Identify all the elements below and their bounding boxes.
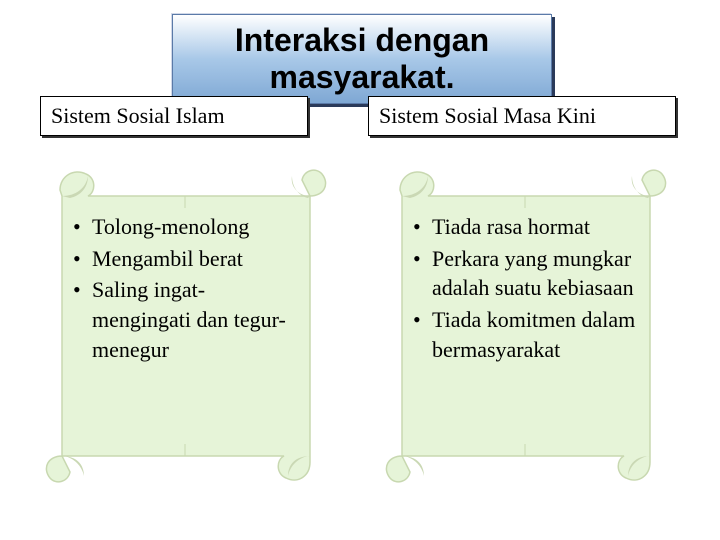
scroll-left-list: Tolong-menolong Mengambil berat Saling i… <box>72 212 297 364</box>
subtitle-right-text: Sistem Sosial Masa Kini <box>379 103 596 129</box>
scroll-left: Tolong-menolong Mengambil berat Saling i… <box>30 162 340 502</box>
list-item: Tiada rasa hormat <box>412 212 637 242</box>
list-item: Perkara yang mungkar adalah suatu kebias… <box>412 244 637 303</box>
list-item: Tolong-menolong <box>72 212 297 242</box>
scroll-right: Tiada rasa hormat Perkara yang mungkar a… <box>370 162 680 502</box>
list-item: Saling ingat-mengingati dan tegur-menegu… <box>72 275 297 364</box>
scroll-left-content: Tolong-menolong Mengambil berat Saling i… <box>72 212 297 366</box>
subtitle-right-box: Sistem Sosial Masa Kini <box>368 96 676 136</box>
scroll-right-content: Tiada rasa hormat Perkara yang mungkar a… <box>412 212 637 366</box>
subtitle-left-box: Sistem Sosial Islam <box>40 96 308 136</box>
page-title-box: Interaksi dengan masyarakat. <box>172 14 552 104</box>
subtitle-left-text: Sistem Sosial Islam <box>51 103 225 129</box>
list-item: Mengambil berat <box>72 244 297 274</box>
page-title: Interaksi dengan masyarakat. <box>173 22 551 96</box>
scroll-right-list: Tiada rasa hormat Perkara yang mungkar a… <box>412 212 637 364</box>
list-item: Tiada komitmen dalam bermasyarakat <box>412 305 637 364</box>
